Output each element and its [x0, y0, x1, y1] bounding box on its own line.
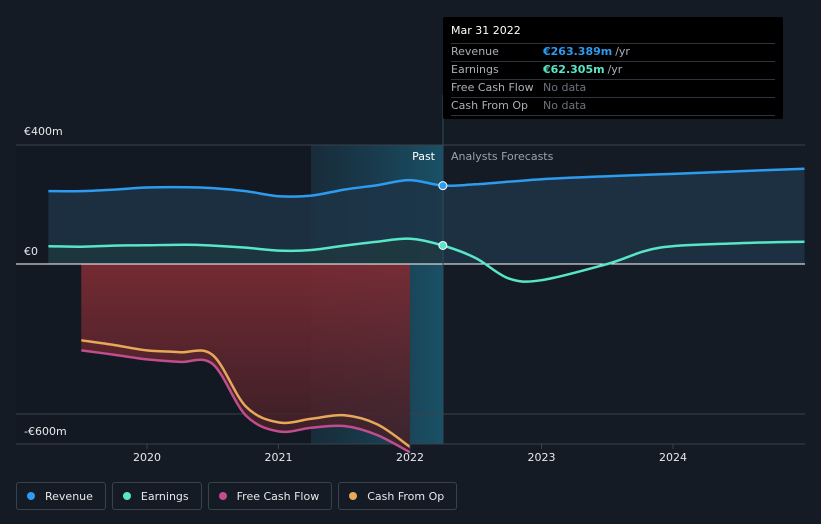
- tooltip-row-revenue: Revenue €263.389m /yr: [451, 43, 775, 61]
- legend-label: Revenue: [45, 489, 93, 503]
- legend-label: Cash From Op: [367, 489, 445, 503]
- revenue-area: [48, 168, 805, 264]
- earnings-line: [48, 237, 805, 283]
- tooltip-date: Mar 31 2022: [451, 24, 521, 37]
- legend-item-cash-from-op[interactable]: Cash From Op: [338, 482, 458, 510]
- tooltip-row-name: Cash From Op: [451, 99, 529, 112]
- y-tick-label: -€600m: [24, 425, 67, 438]
- x-tick-label: 2023: [528, 451, 556, 464]
- earnings-marker: [438, 240, 448, 250]
- y-tick-label: €0: [24, 245, 38, 258]
- tooltip-row-nodata: No data: [543, 81, 587, 94]
- x-tick-label: 2024: [659, 451, 687, 464]
- earnings-area: [48, 238, 443, 264]
- legend-dot-icon: [349, 492, 358, 500]
- x-tick-label: 2021: [265, 451, 293, 464]
- legend-dot-icon: [27, 492, 35, 500]
- tooltip-row-nodata: No data: [543, 99, 587, 112]
- tooltip-row-name: Revenue: [451, 45, 499, 58]
- tooltip-row-name: Earnings: [451, 63, 499, 76]
- tooltip-row-value: €263.389m: [543, 45, 613, 58]
- x-tick-label: 2020: [133, 451, 161, 464]
- tooltip-row-free-cash-flow: Free Cash Flow No data: [451, 79, 775, 97]
- legend-dot-icon: [218, 492, 227, 500]
- tooltip-row-value: €62.305m: [543, 63, 605, 76]
- legend-label: Earnings: [140, 489, 189, 503]
- cash-from-op-line: [81, 339, 411, 448]
- revenue-line: [48, 167, 805, 198]
- legend: Revenue Earnings Free Cash Flow Cash Fro…: [16, 482, 458, 510]
- legend-item-revenue[interactable]: Revenue: [16, 482, 106, 510]
- y-tick-label: €400m: [24, 125, 63, 138]
- x-tick-label: 2022: [396, 451, 424, 464]
- forecast-label: Analysts Forecasts: [451, 150, 554, 163]
- legend-dot-icon: [122, 492, 131, 500]
- legend-label: Free Cash Flow: [236, 489, 320, 503]
- tooltip-row-name: Free Cash Flow: [451, 81, 534, 94]
- tooltip-row-cash-from-op: Cash From Op No data: [451, 97, 775, 116]
- revenue-marker: [438, 181, 448, 191]
- legend-item-free-cash-flow[interactable]: Free Cash Flow: [207, 482, 333, 510]
- legend-item-earnings[interactable]: Earnings: [111, 482, 202, 510]
- tooltip-row-earnings: Earnings €62.305m /yr: [451, 61, 775, 79]
- tooltip-panel: Mar 31 2022 Revenue €263.389m /yr Earnin…: [443, 17, 783, 119]
- past-label: Past: [412, 150, 436, 163]
- tooltip-row-unit: /yr: [615, 45, 630, 58]
- tooltip-row-unit: /yr: [607, 63, 623, 76]
- free-cash-flow-line: [81, 349, 411, 454]
- cash-flow-area: [81, 264, 410, 453]
